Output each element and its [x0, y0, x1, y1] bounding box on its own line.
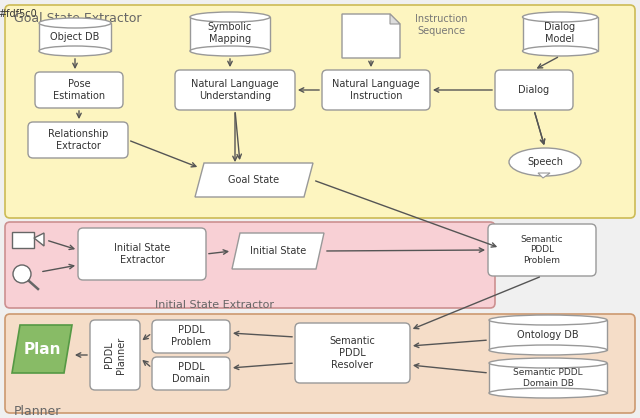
Ellipse shape — [522, 46, 598, 56]
Ellipse shape — [489, 315, 607, 325]
Text: Dialog
Model: Dialog Model — [545, 22, 575, 44]
Text: Initial State: Initial State — [250, 246, 306, 256]
Polygon shape — [12, 325, 72, 373]
Text: #fdf5c0: #fdf5c0 — [0, 9, 37, 19]
Bar — [489, 320, 607, 350]
Polygon shape — [195, 163, 313, 197]
FancyBboxPatch shape — [295, 323, 410, 383]
FancyBboxPatch shape — [488, 224, 596, 276]
Text: Instruction
Sequence: Instruction Sequence — [415, 14, 467, 36]
FancyBboxPatch shape — [322, 70, 430, 110]
Polygon shape — [342, 14, 400, 58]
Polygon shape — [232, 233, 324, 269]
Ellipse shape — [39, 46, 111, 56]
Ellipse shape — [489, 358, 607, 368]
Text: PDDL
Problem: PDDL Problem — [171, 325, 211, 347]
FancyBboxPatch shape — [5, 314, 635, 413]
Text: Pose
Estimation: Pose Estimation — [53, 79, 105, 101]
Text: Ontology DB: Ontology DB — [517, 330, 579, 340]
Bar — [489, 363, 607, 393]
FancyBboxPatch shape — [175, 70, 295, 110]
FancyBboxPatch shape — [78, 228, 206, 280]
Text: Plan: Plan — [23, 342, 61, 357]
Bar — [522, 17, 598, 51]
Text: Natural Language
Instruction: Natural Language Instruction — [332, 79, 420, 101]
Text: Speech: Speech — [527, 157, 563, 167]
Text: PDDL
Domain: PDDL Domain — [172, 362, 210, 384]
FancyBboxPatch shape — [152, 320, 230, 353]
Text: Symbolic
Mapping: Symbolic Mapping — [208, 22, 252, 44]
Ellipse shape — [489, 345, 607, 355]
Text: Semantic
PDDL
Problem: Semantic PDDL Problem — [521, 235, 563, 265]
Ellipse shape — [522, 12, 598, 22]
FancyBboxPatch shape — [90, 320, 140, 390]
Text: Semantic
PDDL
Resolver: Semantic PDDL Resolver — [329, 336, 375, 370]
Text: Object DB: Object DB — [51, 32, 100, 42]
Ellipse shape — [489, 388, 607, 398]
Text: Goal State: Goal State — [228, 175, 280, 185]
Ellipse shape — [39, 18, 111, 28]
Text: Semantic PDDL
Domain DB: Semantic PDDL Domain DB — [513, 368, 583, 388]
Text: Relationship
Extractor: Relationship Extractor — [48, 129, 108, 151]
Polygon shape — [34, 233, 44, 246]
Text: Initial State
Extractor: Initial State Extractor — [114, 243, 170, 265]
Text: Planner: Planner — [14, 405, 61, 418]
FancyBboxPatch shape — [5, 5, 635, 218]
FancyBboxPatch shape — [152, 357, 230, 390]
Polygon shape — [390, 14, 400, 24]
Text: Goal State Extractor: Goal State Extractor — [14, 12, 141, 25]
Bar — [39, 23, 111, 51]
Polygon shape — [538, 173, 550, 178]
FancyBboxPatch shape — [35, 72, 123, 108]
FancyBboxPatch shape — [5, 222, 495, 308]
Text: Initial State Extractor: Initial State Extractor — [155, 300, 274, 310]
Bar — [12, 232, 34, 248]
Text: PDDL
Planner: PDDL Planner — [104, 336, 126, 374]
Ellipse shape — [509, 148, 581, 176]
Circle shape — [13, 265, 31, 283]
Text: Natural Language
Understanding: Natural Language Understanding — [191, 79, 279, 101]
FancyBboxPatch shape — [28, 122, 128, 158]
FancyBboxPatch shape — [495, 70, 573, 110]
Text: Dialog: Dialog — [518, 85, 550, 95]
Bar — [190, 17, 270, 51]
Ellipse shape — [190, 46, 270, 56]
Ellipse shape — [190, 12, 270, 22]
